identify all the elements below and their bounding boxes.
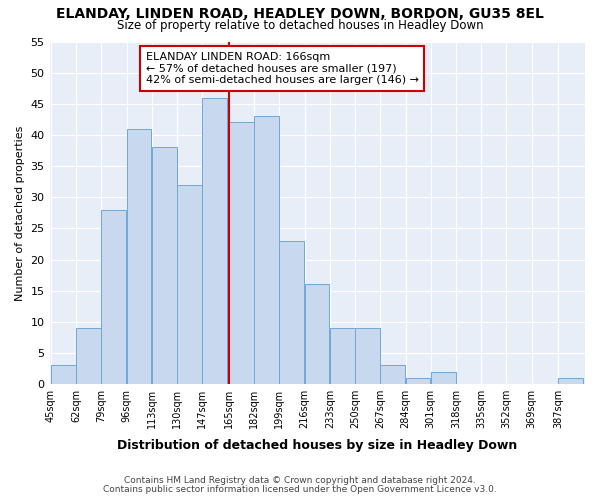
Bar [101, 210, 126, 384]
Y-axis label: Number of detached properties: Number of detached properties [15, 125, 25, 300]
Bar [380, 366, 405, 384]
Bar [305, 284, 329, 384]
Text: ELANDAY LINDEN ROAD: 166sqm
← 57% of detached houses are smaller (197)
42% of se: ELANDAY LINDEN ROAD: 166sqm ← 57% of det… [146, 52, 419, 85]
Bar [355, 328, 380, 384]
Bar [559, 378, 583, 384]
Bar [76, 328, 101, 384]
Bar [330, 328, 355, 384]
Text: Contains HM Land Registry data © Crown copyright and database right 2024.: Contains HM Land Registry data © Crown c… [124, 476, 476, 485]
Bar [229, 122, 254, 384]
Bar [406, 378, 430, 384]
Bar [177, 185, 202, 384]
Bar [431, 372, 455, 384]
Text: Contains public sector information licensed under the Open Government Licence v3: Contains public sector information licen… [103, 485, 497, 494]
Bar [152, 148, 176, 384]
Text: ELANDAY, LINDEN ROAD, HEADLEY DOWN, BORDON, GU35 8EL: ELANDAY, LINDEN ROAD, HEADLEY DOWN, BORD… [56, 8, 544, 22]
Text: Size of property relative to detached houses in Headley Down: Size of property relative to detached ho… [116, 18, 484, 32]
X-axis label: Distribution of detached houses by size in Headley Down: Distribution of detached houses by size … [117, 440, 517, 452]
Bar [51, 366, 76, 384]
Bar [202, 98, 227, 384]
Bar [280, 241, 304, 384]
Bar [254, 116, 279, 384]
Bar [127, 128, 151, 384]
